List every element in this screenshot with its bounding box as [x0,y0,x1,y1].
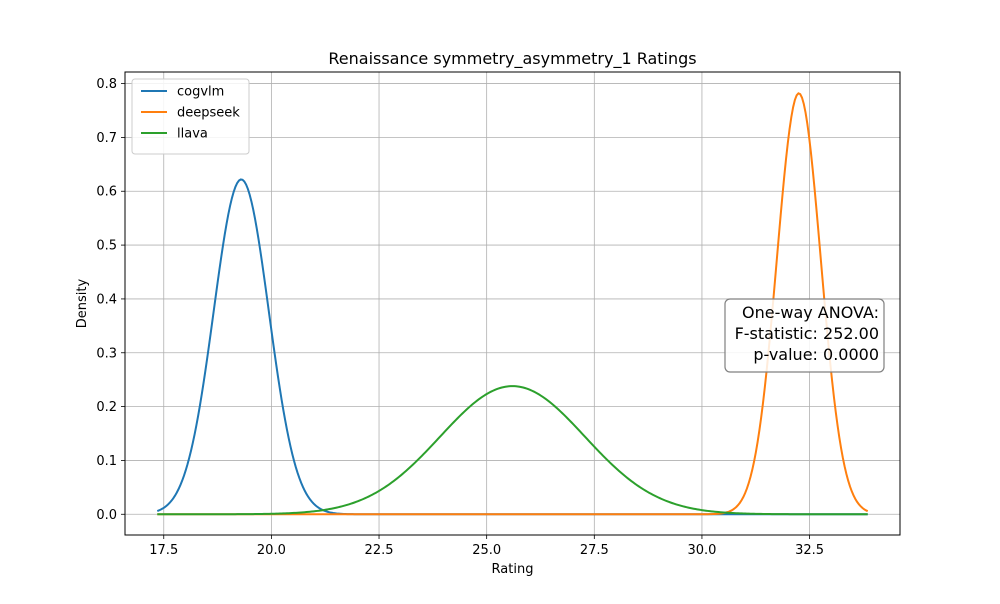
y-tick-label: 0.6 [96,185,117,200]
y-tick-label: 0.2 [96,400,117,415]
chart-title: Renaissance symmetry_asymmetry_1 Ratings [328,49,696,69]
anova-line: F-statistic: 252.00 [735,324,879,343]
x-tick-label: 22.5 [365,543,394,558]
anova-box-frame [724,298,885,373]
anova-line: One-way ANOVA: [742,303,879,322]
legend-box [131,78,250,155]
y-tick-label: 0.5 [96,239,117,254]
ticks: 17.5 20.0 22.5 25.0 27.5 30.0 32.5 0.0 0.1 0.2 0.3… [96,77,824,558]
y-tick-label: 0.8 [96,77,117,92]
y-tick-label: 0.3 [96,346,117,361]
x-tick-label: 27.5 [580,543,609,558]
legend-label-cogvlm: cogvlm [177,85,224,100]
y-tick-label: 0.7 [96,131,117,146]
plot-frame [124,71,901,536]
x-tick-label: 30.0 [687,543,716,558]
x-axis-label: Rating [492,562,534,577]
anova-line: p-value: 0.0000 [753,345,879,364]
series-lines [156,92,869,516]
anova-annotation: One-way ANOVA: F-statistic: 252.00 p-value… [724,298,885,373]
x-tick-label: 17.5 [149,543,178,558]
legend: cogvlm deepseek llava [131,78,250,155]
y-tick-label: 0.0 [96,508,117,523]
y-axis-label: Density [75,278,90,328]
x-tick-label: 20.0 [257,543,286,558]
x-tick-label: 32.5 [795,543,824,558]
legend-label-deepseek: deepseek [177,106,240,121]
series-line-llava [157,385,868,516]
y-tick-label: 0.1 [96,454,117,469]
x-tick-label: 25.0 [472,543,501,558]
legend-label-llava: llava [177,127,208,142]
y-tick-label: 0.4 [96,292,117,307]
